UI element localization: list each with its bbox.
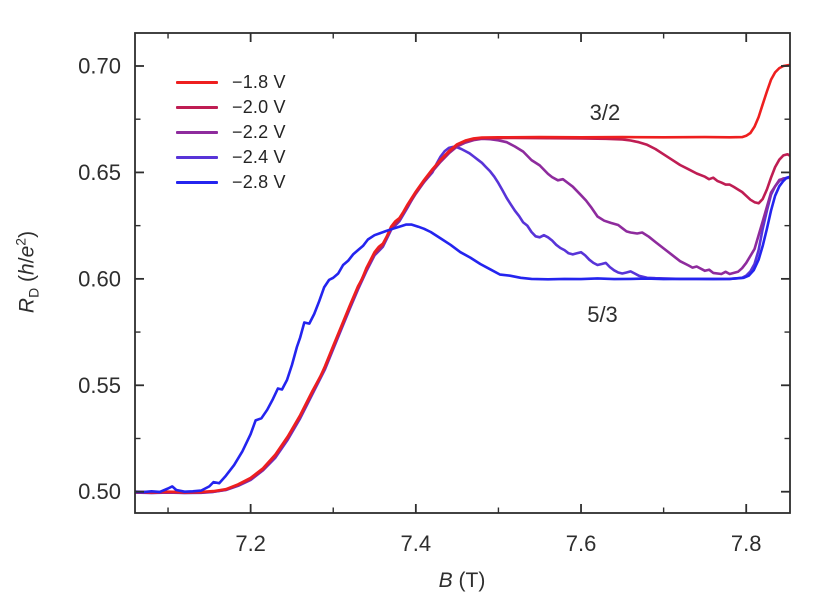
y-axis-units-close: ): [15, 230, 39, 238]
y-axis-subscript: D: [25, 287, 42, 298]
legend-label: −2.4 V: [232, 147, 286, 167]
x-tick-label: 7.6: [566, 531, 597, 556]
y-axis-h: h: [15, 263, 39, 275]
x-tick-label: 7.8: [731, 531, 762, 556]
y-axis-title: RD (h/e2): [13, 231, 42, 313]
legend-swatch: [176, 130, 218, 135]
y-tick-label: 0.55: [78, 373, 121, 398]
plateau-annotation: 5/3: [587, 302, 618, 327]
y-axis-variable: R: [15, 297, 39, 314]
plateau-annotation: 3/2: [590, 100, 621, 125]
legend-item: −2.8 V: [176, 170, 286, 195]
legend-item: −2.0 V: [176, 95, 286, 120]
legend-swatch: [176, 180, 218, 185]
x-axis-title: B (T): [439, 569, 486, 593]
x-tick-label: 7.4: [401, 531, 432, 556]
legend-label: −2.2 V: [232, 122, 286, 142]
curve--2p8V: [135, 175, 790, 494]
legend-item: −1.8 V: [176, 70, 286, 95]
legend-item: −2.4 V: [176, 145, 286, 170]
plot-frame: [134, 32, 791, 514]
legend-swatch: [176, 80, 218, 85]
y-axis-exponent: 2: [12, 237, 29, 246]
curve--2p4V: [135, 145, 790, 495]
legend-swatch: [176, 105, 218, 110]
legend-label: −2.0 V: [232, 97, 286, 117]
y-axis-units-open: (: [15, 274, 39, 288]
curve--1p8V: [135, 63, 790, 494]
y-tick-label: 0.60: [78, 266, 121, 291]
y-tick-label: 0.65: [78, 160, 121, 185]
legend-item: −2.2 V: [176, 120, 286, 145]
x-axis-variable: B: [438, 569, 453, 592]
x-tick-label: 7.2: [235, 531, 266, 556]
legend-swatch: [176, 155, 218, 160]
y-tick-label: 0.50: [78, 479, 121, 504]
legend-label: −1.8 V: [232, 72, 286, 92]
y-tick-label: 0.70: [78, 53, 121, 78]
y-axis-slash: /: [15, 257, 39, 264]
legend: −1.8 V −2.0 V −2.2 V −2.4 V −2.8 V: [176, 70, 286, 195]
x-axis-units: (T): [452, 569, 486, 592]
y-axis-e: e: [15, 245, 39, 258]
legend-label: −2.8 V: [232, 172, 286, 192]
